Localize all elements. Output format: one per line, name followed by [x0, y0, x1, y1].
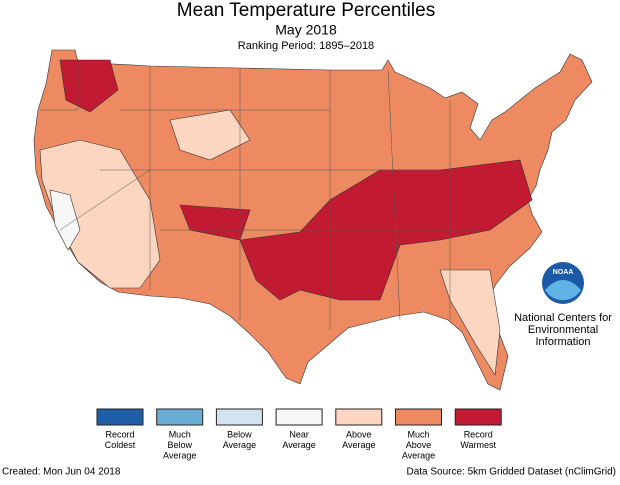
logo-line: Information — [535, 336, 590, 348]
legend-swatch — [395, 408, 442, 426]
cool-west — [39, 139, 161, 289]
state-lines — [40, 62, 480, 330]
map — [33, 49, 593, 391]
source: Data Source: 5km Gridded Dataset (nClimG… — [406, 467, 616, 478]
legend-label: Average — [342, 440, 375, 450]
subtitle: May 2018 — [275, 22, 337, 38]
legend-swatch — [96, 408, 144, 426]
near-avg-west — [49, 189, 81, 251]
legend-label: Above — [346, 429, 372, 439]
legend-label: Record — [464, 429, 493, 439]
legend-label: Average — [163, 450, 196, 460]
title: Mean Temperature Percentiles — [177, 0, 435, 21]
legend-swatch — [156, 408, 204, 426]
legend-label: Much — [407, 429, 429, 439]
cool-north — [169, 109, 251, 161]
created: Created: Mon Jun 04 2018 — [2, 467, 121, 478]
legend-label: Above — [406, 440, 432, 450]
logo: NOAA — [542, 262, 584, 304]
cool-southeast — [439, 269, 501, 376]
legend-swatch — [335, 408, 383, 426]
legend-label: Average — [282, 440, 315, 450]
warm-northwest — [59, 59, 119, 113]
legend-label: Record — [105, 429, 134, 439]
legend-swatch — [215, 408, 263, 426]
legend-label: Average — [402, 450, 435, 460]
legend-label: Below — [227, 429, 252, 439]
legend-label: Near — [289, 429, 309, 439]
logo-line: Environmental — [528, 324, 598, 336]
logo-wave — [545, 280, 581, 301]
legend-label: Much — [169, 429, 191, 439]
logo-line: National Centers for — [514, 312, 612, 324]
legend-swatch — [454, 408, 502, 426]
legend-label: Average — [223, 440, 256, 450]
logo-text: National Centers forEnvironmentalInforma… — [514, 312, 612, 348]
legend-label: Warmest — [460, 440, 496, 450]
legend: RecordColdestMuchBelowAverageBelowAverag… — [96, 408, 502, 460]
period: Ranking Period: 1895–2018 — [238, 40, 374, 52]
legend-label: Below — [167, 440, 192, 450]
legend-label: Coldest — [105, 440, 136, 450]
legend-swatch — [275, 408, 323, 426]
logo-mark: NOAA — [553, 269, 574, 276]
